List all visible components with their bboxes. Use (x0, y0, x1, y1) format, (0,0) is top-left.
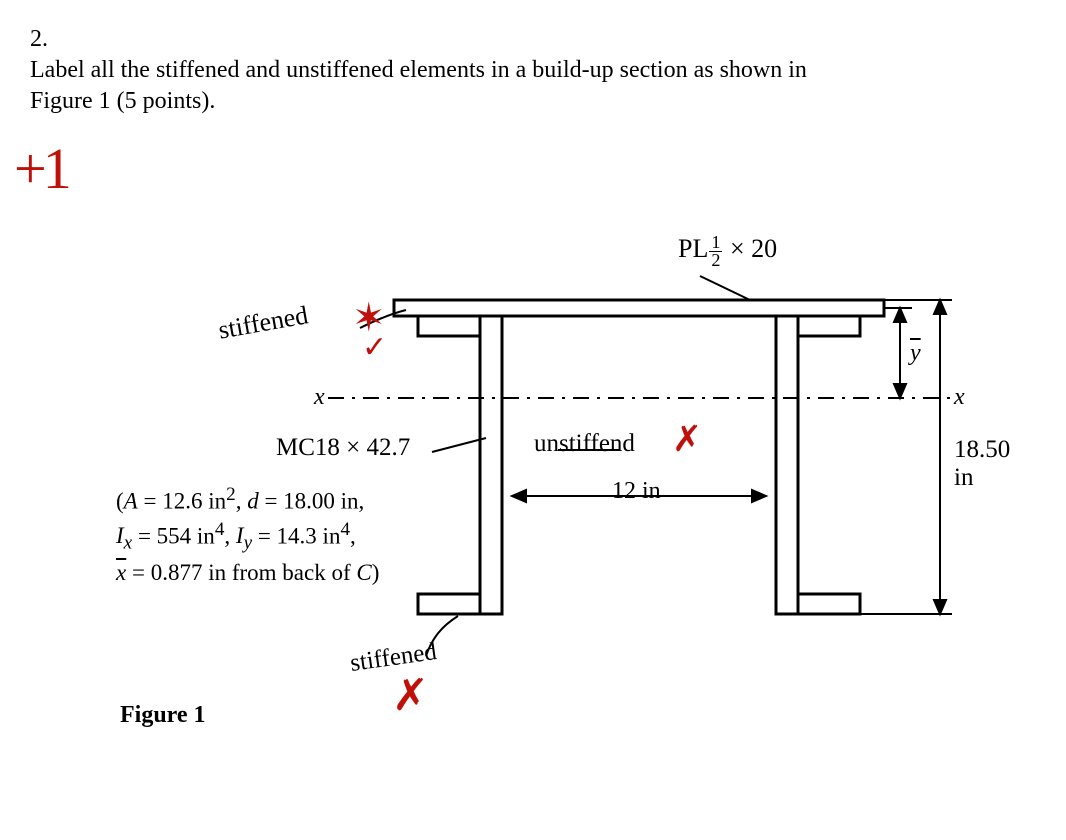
channel-label: MC18 × 42.7 (276, 434, 410, 462)
section-properties: (A = 12.6 in2, d = 18.00 in, Ix = 554 in… (116, 482, 476, 588)
red-x-icon-2: ✗ (392, 670, 429, 721)
question-text: Label all the stiffened and unstiffened … (30, 55, 966, 117)
props-line3: x = 0.877 in from back of C) (116, 557, 476, 588)
x-axis-label-right: x (954, 384, 965, 411)
red-check-icon: ✓ (362, 330, 387, 365)
question-block: 2. Label all the stiffened and unstiffen… (30, 24, 1006, 118)
ybar-label: y (910, 340, 921, 367)
height-dimension: 18.50 in (954, 436, 1020, 492)
handwritten-unstiffened: unstiffend (534, 430, 635, 458)
props-line2: Ix = 554 in4, Iy = 14.3 in4, (116, 517, 476, 557)
figure-label: Figure 1 (120, 702, 206, 729)
gap-dimension: 12 in (612, 478, 661, 505)
figure-1-diagram: PL12 × 20 x x y MC18 × 42.7 (A = 12.6 in… (60, 228, 1020, 788)
plate-label: PL12 × 20 (678, 234, 777, 268)
red-x-icon-1: ✗ (672, 418, 702, 460)
grade-mark: +1 (14, 135, 68, 202)
question-number: 2. (30, 24, 66, 55)
x-axis-label-left: x (314, 384, 325, 411)
props-line1: (A = 12.6 in2, d = 18.00 in, (116, 482, 476, 517)
